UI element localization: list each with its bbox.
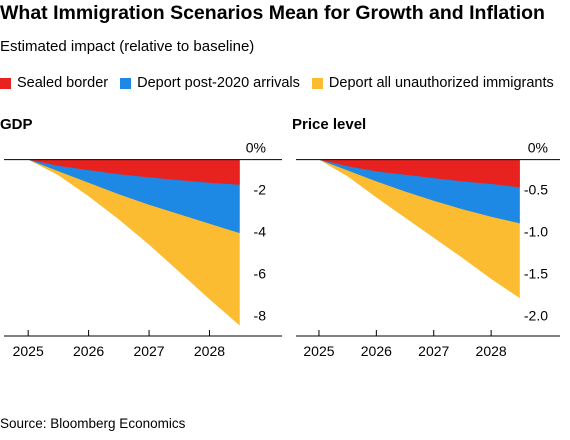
gdp-y-tick-label: 0% (246, 140, 266, 156)
price-x-tick-label: 2026 (361, 343, 392, 359)
legend-swatch-sealed-border (0, 77, 11, 89)
gdp-x-tick-label: 2028 (194, 343, 225, 359)
gdp-x-tick-label: 2027 (133, 343, 164, 359)
price-y-tick-label: -2.0 (524, 308, 548, 324)
price-x-tick-label: 2025 (303, 343, 334, 359)
gdp-y-tick-label: -6 (254, 266, 267, 282)
legend-item-deport-all: Deport all unauthorized immigrants (311, 75, 554, 91)
chart-title: What Immigration Scenarios Mean for Grow… (0, 2, 545, 24)
price-y-tick-label: -1.0 (524, 224, 548, 240)
gdp-area-0 (28, 159, 240, 185)
gdp-y-tick-label: -8 (254, 308, 267, 324)
gdp-x-tick-label: 2026 (73, 343, 104, 359)
legend-label-deport-post-2020: Deport post-2020 arrivals (137, 75, 300, 91)
price-y-tick-label: -0.5 (524, 182, 548, 198)
price-x-tick-label: 2028 (476, 343, 507, 359)
gdp-y-tick-label: -4 (254, 224, 267, 240)
legend-item-sealed-border: Sealed border (0, 75, 108, 91)
gdp-chart: 0% -2 -4 -6 -8 2025 2026 2027 2028 (4, 140, 282, 359)
price-level-chart: 0% -0.5 -1.0 -1.5 -2.0 2025 2026 2027 2028 (296, 140, 560, 359)
gdp-y-tick-label: -2 (254, 182, 267, 198)
legend-swatch-deport-all (311, 77, 323, 89)
legend: Sealed border Deport post-2020 arrivals … (0, 75, 566, 91)
source-note: Source: Bloomberg Economics (0, 416, 186, 431)
price-x-tick-label: 2027 (418, 343, 449, 359)
price-y-tick-label: 0% (528, 140, 548, 156)
price-area-0 (319, 159, 520, 188)
chart-subtitle: Estimated impact (relative to baseline) (0, 38, 255, 55)
gdp-panel-title: GDP (0, 116, 33, 133)
legend-swatch-deport-post-2020 (120, 77, 132, 89)
legend-item-deport-post-2020: Deport post-2020 arrivals (120, 75, 300, 91)
price-panel-title: Price level (292, 116, 367, 133)
legend-label-sealed-border: Sealed border (17, 75, 109, 91)
gdp-x-tick-label: 2025 (13, 343, 44, 359)
price-y-tick-label: -1.5 (524, 266, 548, 282)
legend-label-deport-all: Deport all unauthorized immigrants (328, 75, 554, 91)
